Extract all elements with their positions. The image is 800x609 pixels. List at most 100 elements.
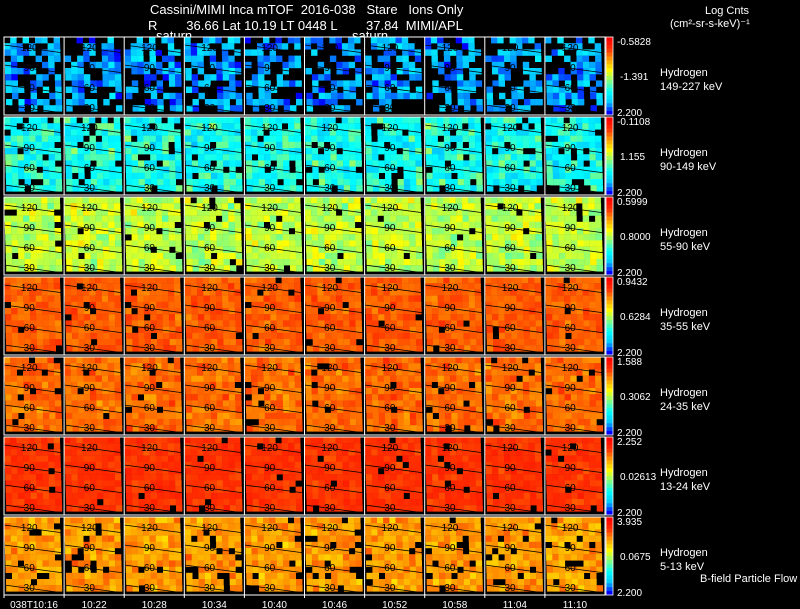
pixel-cell bbox=[246, 99, 253, 106]
pixel-cell bbox=[41, 209, 48, 216]
pixel-cell bbox=[137, 221, 144, 229]
pixel-cell bbox=[424, 357, 432, 364]
pixel-cell bbox=[295, 148, 302, 155]
pixel-cell bbox=[336, 388, 343, 395]
pitch-contour-line bbox=[484, 264, 545, 274]
pixel-cell bbox=[342, 129, 349, 136]
colorbar-segment bbox=[606, 144, 613, 149]
pixel-cell bbox=[529, 314, 536, 321]
pixel-cell bbox=[88, 197, 96, 204]
pixel-cell bbox=[470, 419, 477, 426]
pixel-cell bbox=[126, 332, 133, 340]
pixel-cell bbox=[517, 252, 524, 260]
pitch-contour-label: 90 bbox=[84, 143, 96, 154]
pixel-cell bbox=[289, 400, 296, 407]
pixel-cell bbox=[97, 425, 104, 432]
pixel-cell bbox=[505, 332, 512, 340]
pixel-cell bbox=[329, 215, 337, 222]
pixel-cell bbox=[72, 345, 79, 352]
pixel-cell bbox=[132, 179, 139, 186]
pixel-cell bbox=[469, 326, 477, 333]
pixel-cell bbox=[355, 148, 362, 155]
pixel-cell bbox=[426, 259, 434, 266]
pixel-cell bbox=[24, 419, 31, 426]
pixel-cell bbox=[173, 277, 181, 284]
pixel-cell bbox=[377, 135, 384, 142]
pixel-cell bbox=[37, 345, 44, 352]
pixel-cell bbox=[571, 320, 578, 327]
pixel-cell bbox=[289, 339, 297, 346]
pixel-cell bbox=[76, 129, 84, 136]
pixel-cell bbox=[396, 228, 403, 235]
pixel-cell bbox=[499, 345, 506, 352]
pixel-cell bbox=[53, 37, 60, 44]
pixel-cell bbox=[257, 375, 264, 382]
pixel-cell bbox=[571, 99, 579, 106]
pixel-cell bbox=[78, 92, 85, 100]
pixel-cell bbox=[377, 283, 384, 290]
pixel-cell bbox=[275, 283, 282, 290]
pixel-cell bbox=[329, 283, 336, 290]
pixel-cell bbox=[295, 92, 303, 100]
pixel-cell bbox=[114, 308, 122, 315]
pixel-cell bbox=[64, 221, 72, 229]
pixel-cell bbox=[373, 265, 380, 272]
pixel-cell bbox=[234, 369, 241, 376]
pixel-cell bbox=[403, 160, 410, 167]
pixel-cell bbox=[395, 37, 402, 44]
pixel-cell bbox=[456, 49, 463, 56]
pitch-contour-line bbox=[64, 104, 125, 114]
pixel-cell bbox=[289, 252, 296, 260]
pixel-cell bbox=[48, 234, 55, 241]
pixel-cell bbox=[425, 289, 432, 296]
pixel-cell bbox=[244, 117, 251, 124]
pixel-cell bbox=[163, 252, 170, 260]
pixel-cell bbox=[228, 209, 235, 216]
pixel-cell bbox=[415, 240, 422, 247]
pixel-cell bbox=[191, 61, 198, 69]
pixel-cell bbox=[335, 283, 343, 290]
pixel-cell bbox=[558, 160, 566, 167]
pixel-cell bbox=[558, 74, 565, 81]
pixel-cell bbox=[29, 363, 36, 370]
pixel-cell bbox=[115, 252, 122, 260]
pixel-cell bbox=[257, 228, 265, 235]
pixel-cell bbox=[78, 326, 85, 333]
pixel-cell bbox=[89, 301, 97, 309]
pixel-cell bbox=[41, 363, 48, 370]
pixel-cell bbox=[282, 68, 289, 75]
pixel-cell bbox=[138, 412, 145, 420]
pixel-cell bbox=[252, 246, 259, 253]
pixel-cell bbox=[383, 277, 390, 284]
pixel-cell bbox=[408, 135, 415, 142]
pixel-cell bbox=[282, 381, 289, 389]
pitch-contour-label: 60 bbox=[444, 243, 456, 254]
pixel-cell bbox=[65, 400, 72, 407]
pixel-cell bbox=[184, 363, 191, 370]
pixel-cell bbox=[204, 240, 211, 247]
pixel-cell bbox=[103, 339, 110, 346]
pixel-cell bbox=[35, 381, 43, 389]
pixel-cell bbox=[11, 326, 19, 333]
pixel-cell bbox=[319, 425, 326, 432]
pixel-cell bbox=[157, 412, 164, 420]
pixel-cell bbox=[416, 179, 423, 186]
pixel-cell bbox=[336, 301, 343, 309]
pixel-cell bbox=[10, 135, 18, 142]
pixel-cell bbox=[102, 326, 110, 333]
pixel-cell bbox=[18, 339, 25, 346]
pixel-cell bbox=[174, 209, 181, 216]
pixel-cell bbox=[144, 259, 152, 266]
pixel-cell bbox=[281, 197, 288, 204]
pixel-cell bbox=[156, 154, 163, 161]
pixel-cell bbox=[203, 369, 210, 376]
pixel-cell bbox=[18, 166, 25, 173]
pixel-cell bbox=[318, 246, 325, 253]
pixel-cell bbox=[312, 185, 320, 192]
pixel-cell bbox=[257, 61, 264, 69]
pixel-cell bbox=[235, 320, 242, 327]
pixel-cell bbox=[331, 172, 338, 180]
pixel-cell bbox=[468, 375, 476, 382]
pixel-cell bbox=[222, 375, 229, 382]
pixel-cell bbox=[491, 221, 499, 229]
